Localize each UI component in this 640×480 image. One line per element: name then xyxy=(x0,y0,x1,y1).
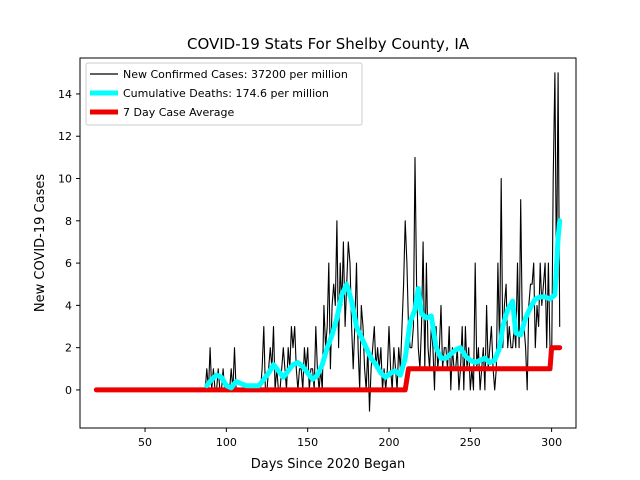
series-line-seven-day-average xyxy=(93,345,563,393)
y-axis-label: New COVID-19 Cases xyxy=(33,174,48,312)
x-tick-label: 200 xyxy=(378,436,399,449)
y-tick-label: 8 xyxy=(65,215,72,228)
x-tick-label: 50 xyxy=(138,436,152,449)
x-tick-label: 100 xyxy=(216,436,237,449)
y-tick-label: 12 xyxy=(58,130,72,143)
x-tick-label: 250 xyxy=(460,436,481,449)
legend-box xyxy=(85,62,363,126)
y-tick-label: 10 xyxy=(58,173,72,186)
series-line-cumulative-deaths xyxy=(204,218,563,391)
legend: New Confirmed Cases: 37200 per million C… xyxy=(85,62,363,126)
x-axis-label: Days Since 2020 Began xyxy=(251,457,406,472)
legend-label-7-day-average: 7 Day Case Average xyxy=(123,106,235,119)
legend-label-cumulative-deaths: Cumulative Deaths: 174.6 per million xyxy=(123,87,329,100)
y-tick-label: 14 xyxy=(58,88,72,101)
axis-ticks: 50 100 150 200 250 300 0 2 4 6 8 10 12 14 xyxy=(58,88,562,449)
y-tick-label: 4 xyxy=(65,299,72,312)
chart-title: COVID-19 Stats For Shelby County, IA xyxy=(187,35,470,53)
plot-area xyxy=(93,72,563,412)
y-tick-label: 0 xyxy=(65,384,72,397)
axes-frame xyxy=(79,57,577,429)
legend-label-new-cases: New Confirmed Cases: 37200 per million xyxy=(123,68,348,81)
y-tick-label: 2 xyxy=(65,342,72,355)
x-tick-label: 150 xyxy=(297,436,318,449)
x-tick-label: 300 xyxy=(541,436,562,449)
y-tick-label: 6 xyxy=(65,257,72,270)
